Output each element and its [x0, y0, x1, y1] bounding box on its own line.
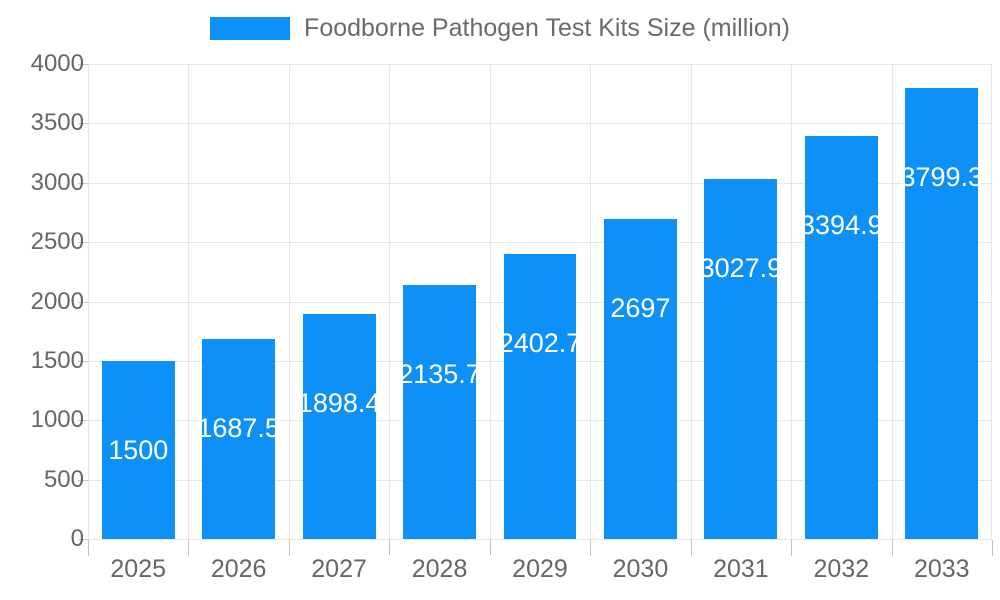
- gridline-horizontal: [88, 182, 992, 184]
- gridline-horizontal: [88, 539, 992, 540]
- y-axis-tick-mark: [78, 301, 88, 303]
- gridline-horizontal: [88, 123, 992, 125]
- x-axis-tick-mark: [288, 540, 290, 556]
- legend-swatch-icon: [210, 16, 291, 40]
- bar[interactable]: [503, 253, 577, 539]
- gridline-vertical: [590, 64, 592, 539]
- y-axis-tick-label: 3000: [30, 168, 84, 196]
- y-axis-tick-label: 1500: [30, 346, 84, 374]
- plot-area: 1500 1687.5 1898.4 2135.7 2402.7 2697 3027.9 33…: [88, 64, 992, 540]
- bar[interactable]: [101, 360, 175, 539]
- y-axis-tick-label: 4000: [30, 50, 84, 77]
- gridline-vertical: [489, 64, 491, 539]
- bar[interactable]: [804, 135, 878, 539]
- x-axis-tick-mark: [992, 540, 993, 556]
- y-axis-tick-mark: [78, 182, 88, 184]
- legend-item-label: Foodborne Pathogen Test Kits Size (milli…: [304, 13, 790, 42]
- gridline-vertical: [891, 64, 893, 539]
- gridline-vertical: [389, 64, 391, 539]
- x-axis-tick-label: 2033: [913, 555, 970, 583]
- y-axis-tick-mark: [78, 123, 88, 125]
- x-axis-tick-label: 2030: [612, 555, 669, 583]
- x-axis-tick-label: 2029: [512, 555, 568, 583]
- x-axis-tick-label: 2027: [311, 555, 367, 583]
- legend-item-foodborne[interactable]: Foodborne Pathogen Test Kits Size (milli…: [210, 13, 790, 42]
- bar[interactable]: [403, 285, 476, 539]
- bar[interactable]: [202, 338, 276, 539]
- y-axis-tick-mark: [78, 242, 88, 244]
- y-axis-tick-label: 1000: [30, 406, 84, 434]
- gridline-vertical: [88, 64, 89, 539]
- gridline-vertical: [288, 64, 290, 539]
- x-axis-tick-mark: [891, 540, 893, 556]
- y-axis-tick-mark: [78, 420, 88, 422]
- x-axis-tick-mark: [389, 540, 391, 556]
- bar[interactable]: [604, 218, 677, 539]
- x-axis-tick-label: 2031: [713, 555, 769, 583]
- gridline-vertical: [791, 64, 793, 539]
- y-axis-tick-label: 500: [43, 465, 84, 493]
- y-axis-tick-mark: [78, 64, 88, 65]
- x-axis-tick-mark: [489, 540, 491, 556]
- y-axis-tick-label: 2000: [30, 287, 84, 315]
- x-axis-tick-label: 2026: [210, 555, 267, 583]
- gridline-vertical: [188, 64, 190, 539]
- y-axis-tick-mark: [78, 360, 88, 362]
- x-axis-tick-mark: [88, 540, 89, 556]
- bar[interactable]: [302, 313, 376, 539]
- x-axis-tick-mark: [590, 540, 592, 556]
- x-axis-tick-mark: [690, 540, 692, 556]
- x-axis-tick-label: 2032: [813, 555, 870, 583]
- gridline-vertical: [690, 64, 692, 539]
- y-axis-tick-mark: [78, 539, 88, 540]
- bar[interactable]: [704, 179, 778, 539]
- x-axis-tick-mark: [188, 540, 190, 556]
- x-axis-tick-label: 2025: [110, 555, 167, 583]
- x-axis-tick-label: 2028: [411, 555, 468, 583]
- gridline-horizontal: [88, 64, 992, 65]
- y-axis-tick-label: 0: [70, 525, 84, 552]
- y-axis-tick-label: 3500: [30, 109, 84, 137]
- x-axis-tick-mark: [791, 540, 793, 556]
- y-axis-tick-mark: [78, 479, 88, 481]
- gridline-vertical: [991, 64, 992, 539]
- bar[interactable]: [905, 87, 979, 539]
- chart-legend: Foodborne Pathogen Test Kits Size (milli…: [0, 0, 1000, 56]
- y-axis-tick-label: 2500: [30, 228, 84, 256]
- gridline-horizontal: [88, 242, 992, 244]
